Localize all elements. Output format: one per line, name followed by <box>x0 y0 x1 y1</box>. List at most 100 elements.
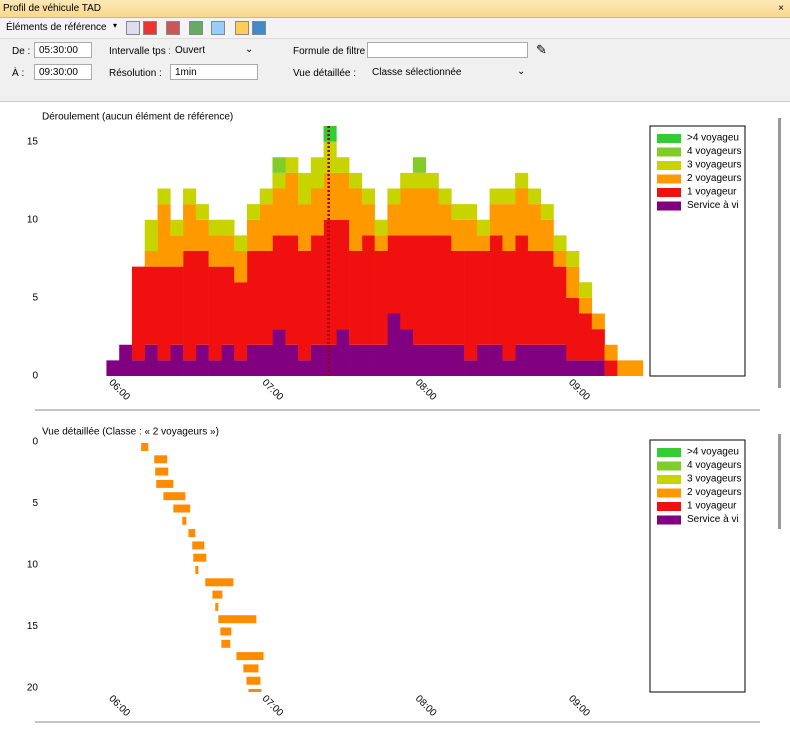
bar <box>145 345 158 376</box>
bar <box>170 220 183 236</box>
tool-icon[interactable] <box>143 21 157 35</box>
bar <box>106 360 119 376</box>
bar <box>451 251 464 345</box>
bar <box>196 251 209 345</box>
bar <box>298 360 311 376</box>
bar <box>541 204 554 220</box>
bar <box>260 345 273 376</box>
bar <box>541 220 554 251</box>
legend-label: 2 voyageurs <box>687 173 741 184</box>
bar <box>413 235 426 344</box>
bar <box>324 345 337 376</box>
bar <box>451 345 464 376</box>
tool-icon[interactable] <box>189 21 203 35</box>
bar <box>426 345 439 376</box>
bar <box>439 189 452 205</box>
bar <box>272 235 285 329</box>
bar <box>285 157 298 173</box>
y-tick-label: 10 <box>27 214 39 225</box>
range-bar <box>188 529 195 537</box>
y-tick-label: 10 <box>27 560 39 571</box>
bar <box>553 345 566 376</box>
range-bar <box>246 677 260 685</box>
range-bar <box>243 664 258 672</box>
bar <box>375 345 388 376</box>
scrollbar[interactable] <box>778 118 781 388</box>
from-input[interactable]: 05:30:00 <box>34 42 92 58</box>
bar <box>553 235 566 251</box>
legend-label: Service à vi <box>687 514 739 525</box>
scrollbar[interactable] <box>778 434 781 529</box>
plot-area <box>106 126 643 376</box>
dropdown-arrow[interactable]: ⌄ <box>517 66 525 77</box>
bar <box>170 345 183 376</box>
legend-swatch <box>657 502 681 511</box>
bar <box>311 235 324 344</box>
tool-icon[interactable] <box>235 21 249 35</box>
x-tick-label: 08:00 <box>413 693 439 719</box>
bar <box>336 220 349 329</box>
x-tick-label: 06:00 <box>106 693 132 719</box>
bar <box>541 345 554 376</box>
bar <box>221 220 234 236</box>
range-bar <box>236 652 263 660</box>
bar <box>324 126 337 142</box>
edit-button[interactable]: ✎ <box>536 42 550 56</box>
bar <box>311 157 324 188</box>
bar <box>477 345 490 376</box>
bar <box>336 157 349 173</box>
bar <box>285 173 298 236</box>
bar <box>183 360 196 376</box>
range-bar <box>248 689 261 697</box>
view-select[interactable]: Classe sélectionnée <box>367 64 528 80</box>
bar <box>592 314 605 330</box>
dropdown-arrow[interactable]: ⌄ <box>245 44 253 55</box>
chart-title: Déroulement (aucun élément de référence) <box>42 112 233 123</box>
dropdown-arrow[interactable]: ▾ <box>113 21 117 30</box>
bar <box>566 360 579 376</box>
bar <box>183 189 196 205</box>
y-tick-label: 15 <box>27 136 39 147</box>
bar <box>400 189 413 236</box>
bar <box>502 204 515 251</box>
bar <box>490 345 503 376</box>
resolution-input[interactable]: 1min <box>170 64 258 80</box>
bar <box>234 251 247 282</box>
chart-panel: Déroulement (aucun élément de référence)… <box>0 104 790 414</box>
tool-icon[interactable] <box>211 21 225 35</box>
legend-label: 4 voyageurs <box>687 460 741 471</box>
bar <box>183 204 196 251</box>
range-bar <box>141 443 148 451</box>
to-input[interactable]: 09:30:00 <box>34 64 92 80</box>
reference-menu[interactable]: Éléments de référence <box>6 22 107 33</box>
title-bar: Profil de véhicule TAD × <box>0 0 790 18</box>
range-bar <box>218 615 256 623</box>
bar <box>502 189 515 205</box>
formula-input[interactable] <box>367 42 528 58</box>
bar <box>553 267 566 345</box>
bar <box>234 235 247 251</box>
bar <box>515 235 528 344</box>
bar <box>247 204 260 220</box>
bar <box>362 204 375 235</box>
bar <box>170 235 183 266</box>
tool-icon[interactable] <box>166 21 180 35</box>
bar <box>426 173 439 189</box>
tool-icon[interactable] <box>252 21 266 35</box>
bar <box>336 173 349 220</box>
label: De : <box>12 46 30 57</box>
x-tick-label: 08:00 <box>413 377 439 403</box>
bar <box>349 251 362 345</box>
y-tick-label: 5 <box>32 293 38 304</box>
bar <box>196 220 209 251</box>
bar <box>439 345 452 376</box>
bar <box>400 329 413 376</box>
tool-icon[interactable] <box>126 21 140 35</box>
bar <box>387 204 400 235</box>
bar <box>247 220 260 251</box>
legend-swatch <box>657 148 681 157</box>
close-button[interactable]: × <box>778 0 784 17</box>
range-bar <box>173 505 190 513</box>
bar <box>579 314 592 361</box>
